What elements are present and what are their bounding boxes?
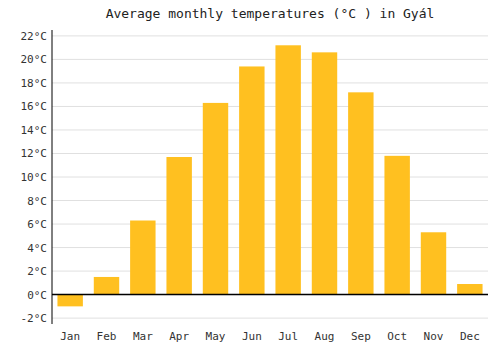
x-tick-label: Jul [278,330,298,343]
grid-line [52,294,488,295]
x-tick-label: May [206,330,226,343]
y-tick-label: 10°C [21,171,48,184]
zero-line [52,294,488,296]
x-tick-label: Sep [351,330,371,343]
y-tick-label: 4°C [27,242,47,255]
x-tick-label: Apr [169,330,189,343]
grid-line [52,35,488,36]
y-tick-label: 22°C [21,30,48,43]
bar [94,277,119,295]
x-tick-label: Nov [424,330,444,343]
grid-line [52,106,488,107]
bar [384,156,409,295]
grid-line [52,318,488,319]
grid-line [52,59,488,60]
grid-line [52,177,488,178]
grid-line [52,82,488,83]
bar [203,103,228,295]
y-tick-label: 14°C [21,124,48,137]
grid-line [52,224,488,225]
y-tick-label: 20°C [21,53,48,66]
y-tick-label: -2°C [21,312,48,325]
y-tick-label: 8°C [27,195,47,208]
title: Average monthly temperatures (°C ) in Gy… [106,6,435,21]
bar [457,284,482,295]
y-tick-label: 2°C [27,265,47,278]
x-tick-label: Jun [242,330,262,343]
y-tick-label: 6°C [27,218,47,231]
bar [312,52,337,294]
y-tick-label: 16°C [21,100,48,113]
bar [421,232,446,294]
grid-line [52,129,488,130]
bar [348,92,373,294]
grid [52,36,488,318]
y-tick-label: 18°C [21,77,48,90]
chart-container: Average monthly temperatures (°C ) in Gy… [0,0,500,350]
x-tick-label: Aug [315,330,335,343]
chart: Average monthly temperatures (°C ) in Gy… [0,0,500,350]
grid-line [52,200,488,201]
bar [166,157,191,295]
x-tick-label: Mar [133,330,153,343]
bar [130,221,155,295]
y-tick-label: 0°C [27,289,47,302]
bar [57,295,82,307]
bar [275,45,300,294]
y-axis-line [52,30,53,324]
bars [57,45,482,306]
y-tick-label: 12°C [21,147,48,160]
x-tick-label: Feb [97,330,117,343]
x-tick-label: Dec [460,330,480,343]
x-tick-label: Jan [60,330,80,343]
grid-line [52,153,488,154]
x-tick-label: Oct [387,330,407,343]
bar [239,66,264,294]
